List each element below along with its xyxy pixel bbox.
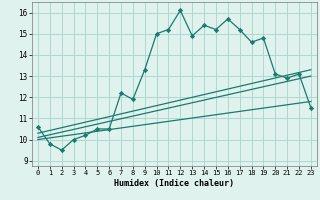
X-axis label: Humidex (Indice chaleur): Humidex (Indice chaleur) xyxy=(115,179,234,188)
